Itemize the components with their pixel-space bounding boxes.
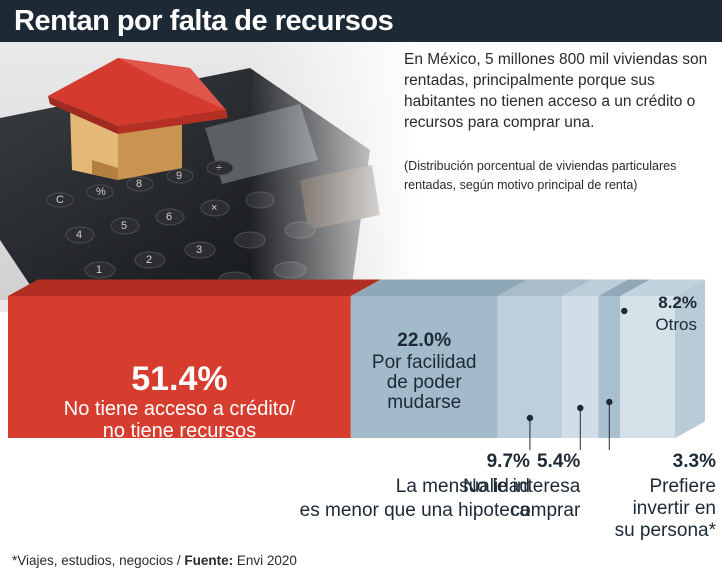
category-label-mensualidad-line-1: La mensualidad [395, 476, 530, 497]
category-label-no-interesa-line-2: comprar [510, 500, 581, 521]
value-label-mudarse: 22.0% [397, 330, 452, 351]
category-label-mudarse-line-1: Por facilidad [371, 352, 477, 373]
chart-note: (Distribución porcentual de viviendas pa… [404, 159, 677, 192]
category-label-mudarse-line-2: de poder [386, 372, 462, 393]
category-label-invertir-line-2: invertir en [632, 498, 716, 519]
svg-text:×: × [211, 202, 217, 214]
category-label-mudarse-line-3: mudarse [387, 392, 462, 413]
value-label-mensualidad: 9.7% [486, 451, 530, 472]
segment-invertir-top [598, 279, 651, 296]
category-label-no-credit-line-2: no tiene recursos [102, 420, 257, 442]
segment-otros [620, 296, 675, 438]
segment-mensualidad [497, 296, 563, 438]
value-label-invertir: 3.3% [672, 451, 716, 472]
value-label-otros: 8.2% [658, 293, 697, 312]
svg-text:%: % [96, 186, 106, 198]
segment-no-credit-top [8, 279, 381, 296]
svg-text:C: C [56, 194, 64, 206]
intro-text: En México, 5 millones 800 mil viviendas … [404, 51, 708, 131]
value-label-no-interesa: 5.4% [536, 451, 581, 472]
svg-text:÷: ÷ [216, 162, 222, 174]
category-label-otros-line-1: Otros [655, 315, 697, 334]
svg-text:3: 3 [196, 244, 202, 256]
title-bar: Rentan por falta de recursos [0, 0, 722, 42]
category-label-no-credit-line-1: No tiene acceso a crédito/ [63, 398, 296, 420]
svg-text:2: 2 [146, 254, 152, 266]
value-label-no-credit: 51.4% [131, 360, 228, 398]
segment-mensualidad-top [497, 279, 593, 296]
category-label-invertir-line-3: su persona* [614, 520, 716, 541]
segment-no-credit [8, 296, 351, 438]
category-label-mensualidad-line-2: es menor que una hipoteca [299, 500, 530, 521]
svg-text:6: 6 [166, 211, 172, 223]
house-illustration [48, 58, 228, 180]
bar-end-face [675, 279, 705, 438]
svg-text:4: 4 [76, 229, 82, 241]
footer: *Viajes, estudios, negocios / Fuente: En… [12, 553, 297, 568]
svg-text:5: 5 [121, 220, 127, 232]
footnote: *Viajes, estudios, negocios / [12, 553, 185, 568]
page-title: Rentan por falta de recursos [14, 5, 394, 37]
category-label-invertir-line-1: Prefiere [649, 476, 716, 497]
svg-text:8: 8 [136, 178, 142, 190]
segment-otros-top [620, 279, 705, 296]
source-text: Envi 2020 [233, 553, 297, 568]
svg-text:9: 9 [176, 170, 182, 182]
source-label: Fuente: [184, 553, 234, 568]
svg-text:1: 1 [96, 264, 102, 276]
segment-no-interesa-top [562, 279, 629, 296]
segment-mudarse [350, 296, 498, 438]
segment-mudarse-top [350, 279, 528, 296]
leader-dot-otros [621, 307, 628, 315]
segment-invertir [598, 296, 621, 438]
category-label-no-interesa-line-1: No le interesa [463, 476, 581, 497]
